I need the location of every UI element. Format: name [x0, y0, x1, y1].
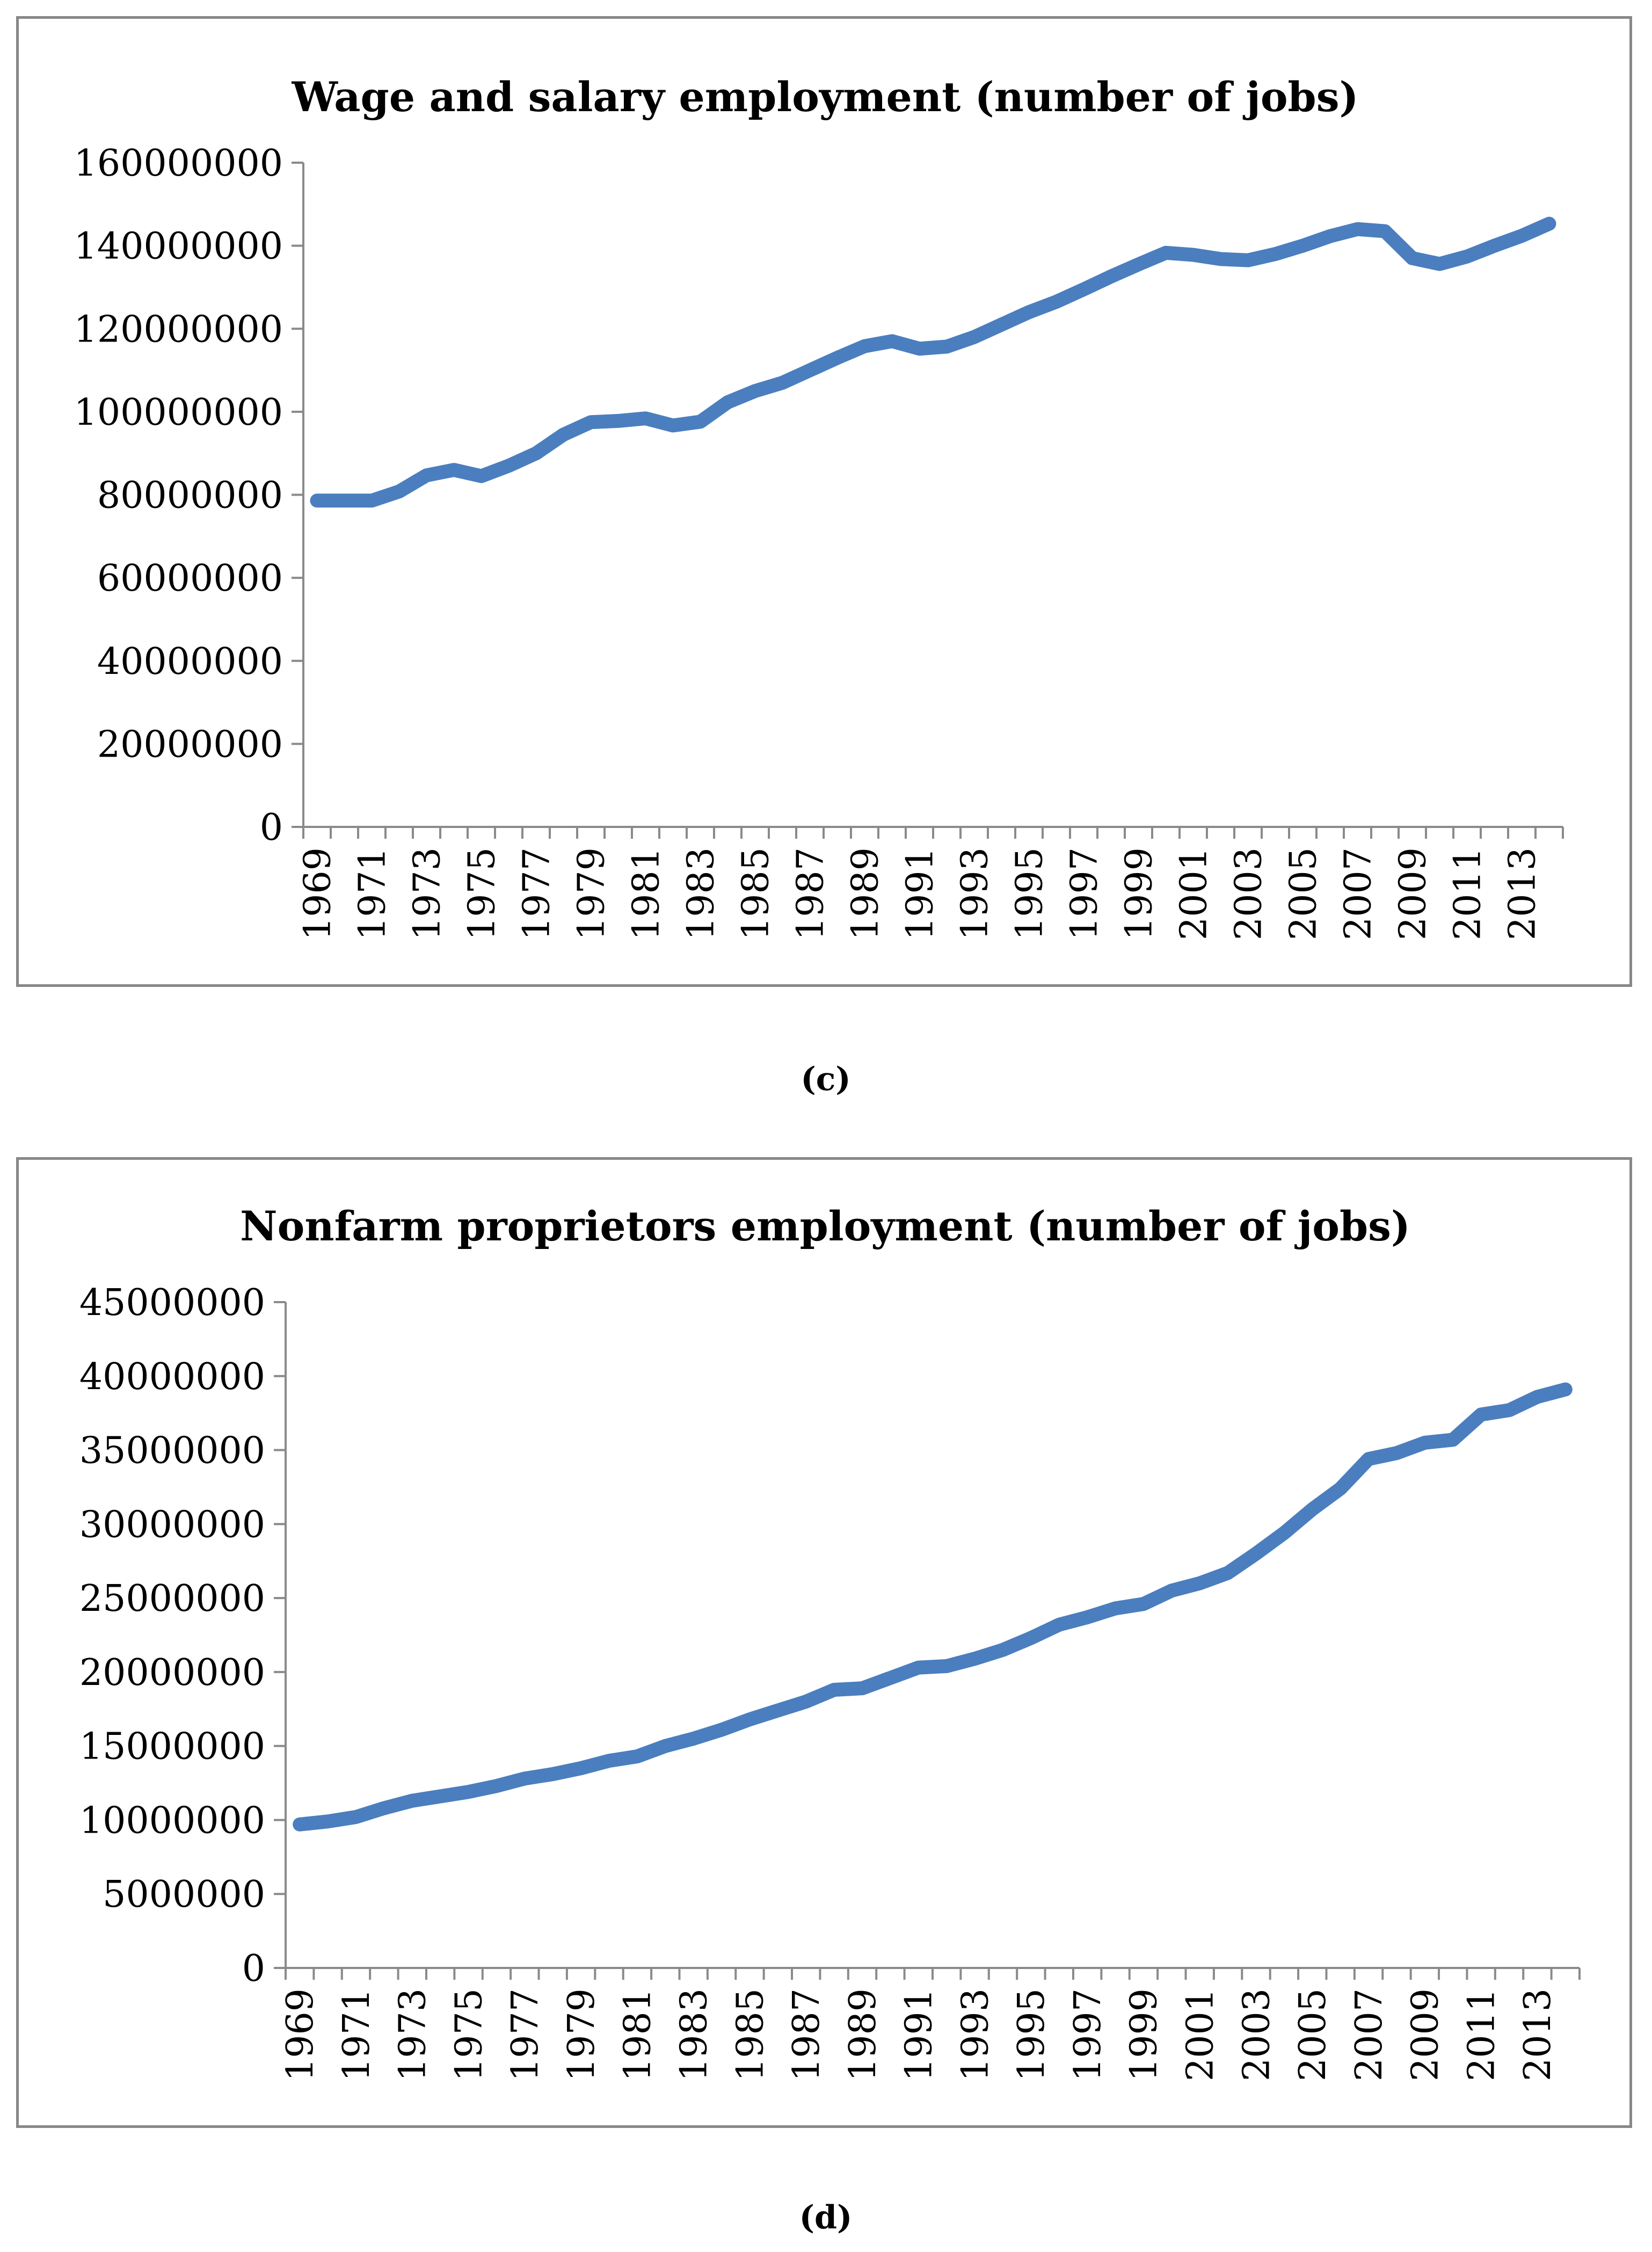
x-tick-label: 1977	[515, 847, 558, 940]
x-tick-label: 2011	[1446, 847, 1489, 940]
x-tick-label: 1995	[1010, 1988, 1053, 2081]
y-tick-label: 20000000	[97, 723, 283, 766]
y-tick-label: 15000000	[79, 1726, 265, 1768]
x-tick-label: 1975	[448, 1988, 490, 2081]
chart-title: Wage and salary employment (number of jo…	[292, 73, 1359, 121]
x-tick-label: 1991	[898, 1988, 941, 2081]
x-tick-label: 1981	[625, 847, 667, 940]
y-tick-label: 35000000	[79, 1430, 265, 1472]
x-tick-label: 2011	[1460, 1988, 1503, 2081]
x-tick-label: 2009	[1392, 847, 1434, 940]
x-tick-label: 1975	[461, 847, 503, 940]
x-tick-label: 1987	[785, 1988, 828, 2081]
x-tick-label: 2007	[1337, 847, 1379, 940]
x-tick-label: 1979	[570, 847, 613, 940]
caption-c: (c)	[800, 1060, 851, 1098]
y-tick-label: 45000000	[79, 1282, 265, 1324]
x-tick-label: 2001	[1180, 1988, 1222, 2081]
y-tick-label: 120000000	[74, 308, 283, 351]
x-tick-label: 2001	[1173, 847, 1215, 940]
x-tick-label: 1969	[296, 847, 339, 940]
x-tick-label: 2013	[1501, 847, 1544, 940]
y-tick-label: 25000000	[79, 1578, 265, 1620]
x-tick-label: 1985	[729, 1988, 772, 2081]
x-tick-label: 1973	[406, 847, 448, 940]
x-tick-label: 1993	[954, 1988, 996, 2081]
x-tick-label: 2005	[1292, 1988, 1334, 2081]
x-tick-label: 2003	[1235, 1988, 1278, 2081]
x-tick-label: 2007	[1348, 1988, 1391, 2081]
x-tick-label: 1971	[351, 847, 394, 940]
y-tick-label: 10000000	[79, 1799, 265, 1842]
y-tick-label: 0	[242, 1948, 265, 1990]
x-tick-label: 1981	[617, 1988, 659, 2081]
x-tick-label: 1969	[279, 1988, 322, 2081]
y-tick-label: 40000000	[97, 641, 283, 683]
y-tick-label: 5000000	[103, 1873, 265, 1916]
wage-salary-chart: Wage and salary employment (number of jo…	[74, 73, 1564, 940]
y-tick-label: 20000000	[79, 1652, 265, 1694]
x-tick-label: 1985	[734, 847, 777, 940]
x-tick-label: 1997	[1067, 1988, 1109, 2081]
y-tick-label: 100000000	[74, 391, 283, 434]
x-tick-label: 2003	[1227, 847, 1270, 940]
y-tick-label: 160000000	[74, 142, 283, 185]
y-tick-label: 40000000	[79, 1356, 265, 1398]
y-tick-label: 0	[260, 807, 283, 849]
x-tick-label: 1983	[680, 847, 722, 940]
x-tick-label: 1971	[336, 1988, 378, 2081]
caption-d: (d)	[799, 2199, 853, 2236]
x-tick-label: 2005	[1282, 847, 1324, 940]
series-line	[310, 216, 1556, 508]
y-tick-label: 140000000	[74, 226, 283, 268]
x-tick-label: 1997	[1063, 847, 1105, 940]
x-tick-label: 1979	[561, 1988, 603, 2081]
x-tick-label: 1973	[392, 1988, 434, 2081]
x-tick-label: 2009	[1404, 1988, 1447, 2081]
x-tick-label: 1983	[673, 1988, 715, 2081]
x-tick-label: 1999	[1118, 847, 1160, 940]
y-tick-label: 60000000	[97, 557, 283, 600]
y-tick-label: 80000000	[97, 475, 283, 517]
x-tick-label: 2013	[1517, 1988, 1559, 2081]
x-tick-label: 1993	[954, 847, 996, 940]
chart-panel-wage-salary: Wage and salary employment (number of jo…	[16, 16, 1632, 987]
x-tick-label: 1991	[899, 847, 941, 940]
x-tick-label: 1977	[504, 1988, 547, 2081]
y-tick-label: 30000000	[79, 1503, 265, 1546]
chart-panel-nonfarm-proprietors: Nonfarm proprietors employment (number o…	[16, 1157, 1632, 2128]
x-tick-label: 1989	[844, 847, 886, 940]
x-tick-label: 1987	[789, 847, 832, 940]
x-tick-label: 1999	[1123, 1988, 1166, 2081]
nonfarm-proprietors-chart: Nonfarm proprietors employment (number o…	[79, 1202, 1581, 2081]
x-tick-label: 1989	[842, 1988, 884, 2081]
series-line	[293, 1382, 1573, 1832]
x-tick-label: 1995	[1008, 847, 1051, 940]
chart-title: Nonfarm proprietors employment (number o…	[240, 1202, 1410, 1250]
